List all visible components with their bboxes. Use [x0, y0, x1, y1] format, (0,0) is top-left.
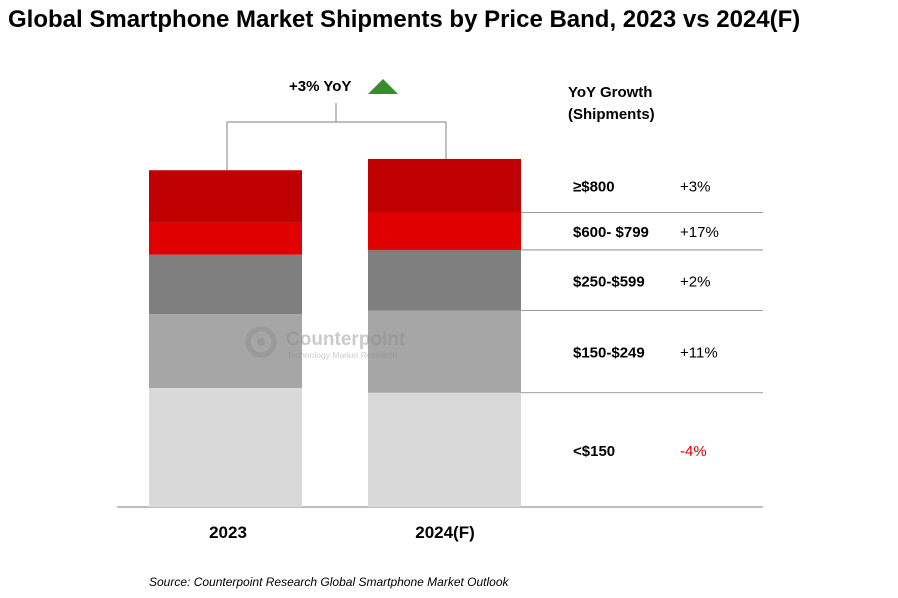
source-note: Source: Counterpoint Research Global Sma… [149, 575, 510, 589]
legend-label: $600- $799 [573, 224, 649, 241]
growth-value: -4% [680, 443, 707, 460]
growth-value: +3% [680, 179, 710, 196]
legend-label: ≥$800 [573, 179, 615, 196]
yoy-bracket [226, 103, 447, 171]
growth-header-line2: (Shipments) [568, 106, 655, 123]
bar-segment [149, 388, 302, 507]
bar-segment [149, 170, 302, 223]
up-arrow-icon [368, 79, 398, 94]
category-label: 2024(F) [415, 523, 475, 542]
total-growth-label: +3% YoY [289, 78, 351, 95]
growth-header-line1: YoY Growth [568, 84, 652, 101]
bar-segment [368, 249, 521, 311]
legend-label: <$150 [573, 443, 615, 460]
growth-value: +2% [680, 273, 710, 290]
bar-segment [368, 212, 521, 250]
growth-value: +17% [680, 224, 719, 241]
watermark-name: Counterpoint [286, 329, 406, 350]
watermark-logo: Counterpoint Technology Market Research [245, 326, 406, 360]
category-label: 2023 [209, 523, 247, 542]
bar-segment [368, 310, 521, 393]
bar-segment [149, 254, 302, 315]
chart-title: Global Smartphone Market Shipments by Pr… [8, 6, 800, 33]
bar-segment [368, 158, 521, 213]
watermark-tagline: Technology Market Research [287, 350, 397, 360]
bar-segment [368, 392, 521, 507]
bar-segment [149, 314, 302, 388]
watermark-dot-icon [257, 338, 265, 346]
legend-label: $150-$249 [573, 345, 645, 362]
growth-value: +11% [680, 345, 718, 362]
legend-label: $250-$599 [573, 273, 645, 290]
bar-segment [149, 222, 302, 255]
watermark-ring-icon [245, 326, 277, 358]
